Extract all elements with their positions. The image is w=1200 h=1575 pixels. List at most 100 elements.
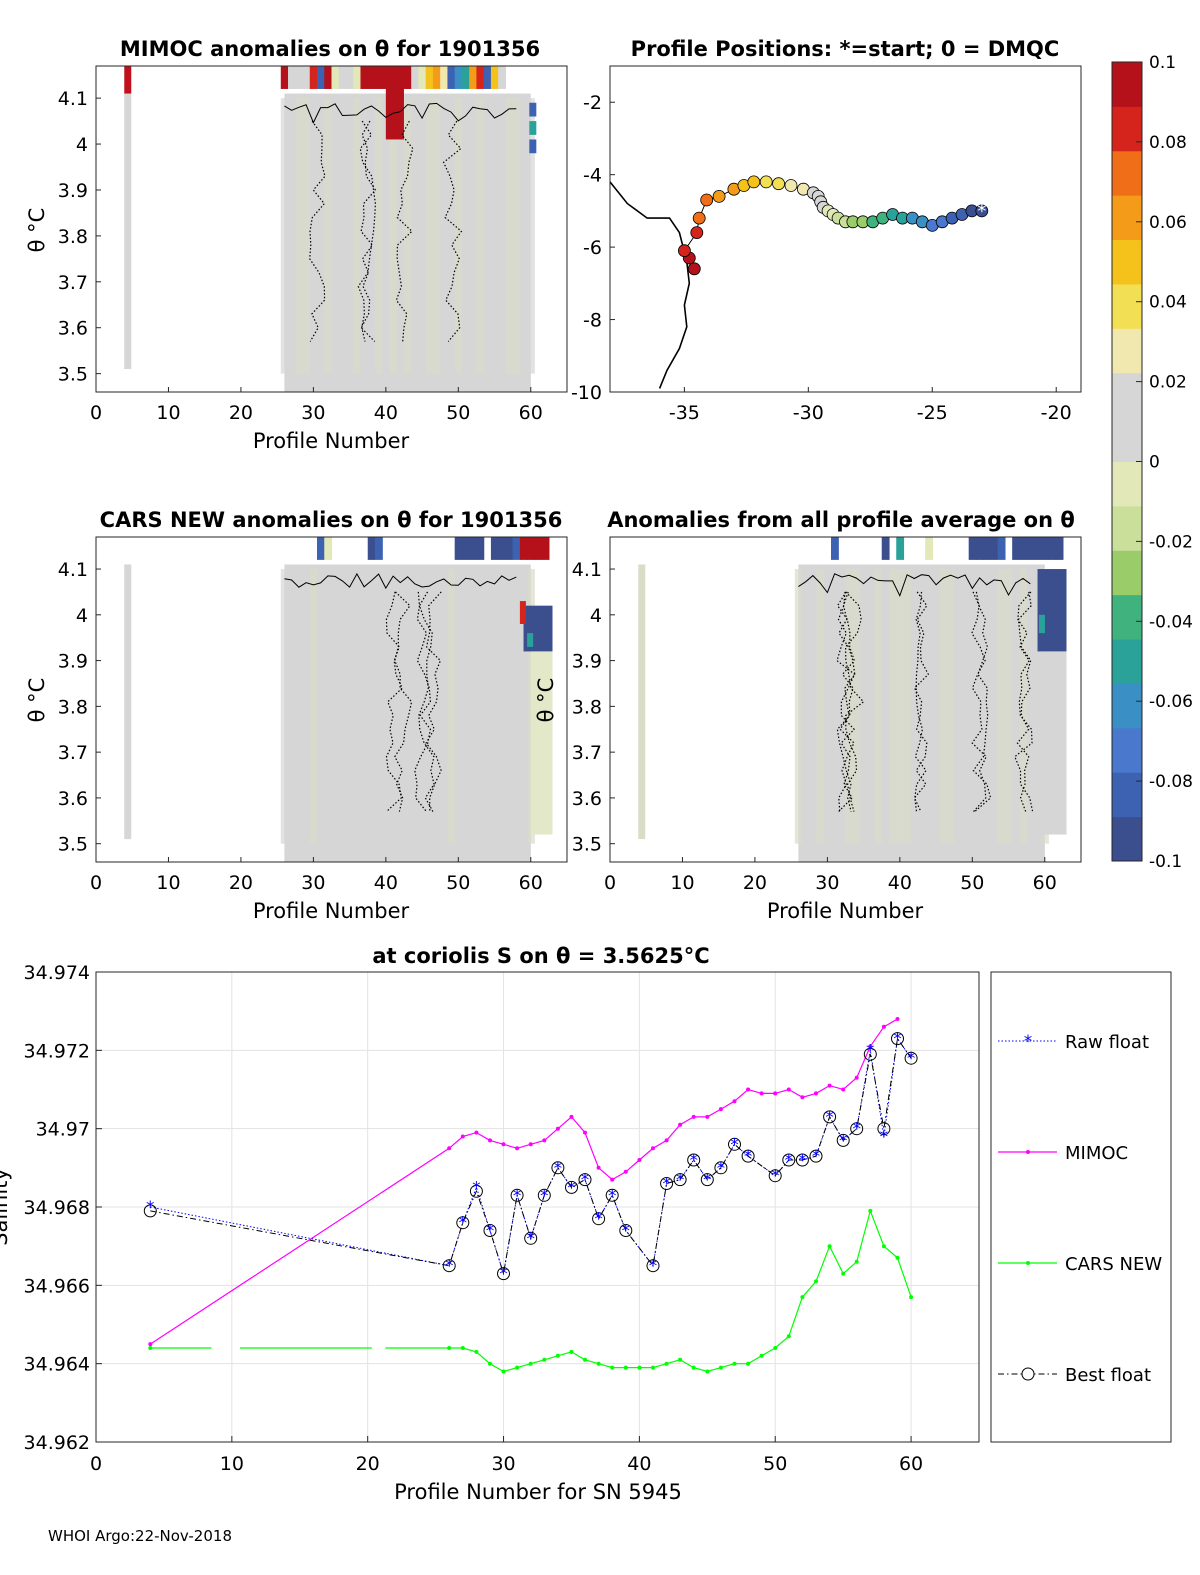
colorbar-tick-label: 0.1 [1149,53,1176,73]
mimoc-panel-title: MIMOC anomalies on θ for 1901356 [120,37,540,61]
field-column [1026,569,1035,844]
raw-float-point: * [852,1120,861,1140]
cars-point [447,1346,452,1350]
mimoc-point [814,1091,818,1096]
profile-position-point [975,204,989,218]
contour-dotted [844,591,865,812]
cars-point [528,1361,533,1366]
y-tick-label: 3.7 [58,272,88,294]
anomaly-cell [1055,537,1064,560]
raw-float-point: * [540,1186,549,1206]
anomaly-cell [529,121,537,135]
anomaly-cell [1048,537,1057,560]
coastline [609,181,691,389]
cars-ylabel: θ °C [25,678,49,723]
anomaly-cell [505,537,514,560]
cars-point [569,1349,574,1354]
colorbar-tick-label: 0.08 [1149,133,1187,153]
cars-point [637,1365,642,1370]
cars-point [474,1349,479,1354]
y-tick-label: 3.5 [58,834,88,856]
raw-float-point: * [662,1175,671,1195]
best-float-point [565,1180,578,1194]
field-column [874,569,883,844]
y-tick-label: 34.964 [24,1354,90,1376]
field-column [360,569,369,844]
raw-float-point: * [445,1257,454,1277]
salinity-line-chart: at coriolis S on θ = 3.5625°C **********… [0,944,1172,1504]
profile-position-point [747,175,761,189]
field-column [490,98,499,374]
anomaly-cell [529,102,537,117]
cars-point [148,1346,153,1350]
field-column [859,569,868,844]
y-tick-label: 3.9 [58,180,88,202]
field-column [838,569,846,844]
anomaly-cell [541,537,550,560]
cars-point [773,1346,778,1350]
allprofile-xlabel: Profile Number [767,899,924,923]
best-float-point [551,1161,565,1175]
anomaly-cell [530,651,553,835]
contour-solid [284,102,517,124]
y-tick-label: 4.1 [58,559,88,581]
mimoc-point [895,1017,900,1021]
x-tick-label: 20 [356,1453,380,1475]
cars-point [542,1357,547,1362]
best-float-point [836,1133,850,1147]
best-float-point [904,1051,918,1065]
y-tick-label: 3.6 [58,318,88,340]
field-column [823,569,832,844]
field-column [975,569,984,844]
x-tick-label: 40 [374,872,398,894]
anomaly-cell [288,66,296,89]
field-column [946,569,955,844]
colorbar-ticks: 0.1 0.08 0.06 0.04 0.02 0 -0.02 -0.04 -0.06 -0.08… [1136,53,1193,872]
colorbar-tick-label: 0.06 [1149,213,1187,233]
cars-point [664,1361,669,1366]
x-tick-label: 0 [90,872,102,894]
raw-float-point: * [730,1135,739,1155]
profile-position-point [692,211,706,225]
field-column [309,98,318,374]
mimoc-xlabel: Profile Number [253,429,410,453]
x-tick-label: 30 [301,402,325,424]
mimoc-point [542,1138,547,1143]
contour-dotted [913,591,930,812]
legend-mimoc-label: MIMOC [1065,1143,1128,1164]
field-column [324,569,332,844]
y-tick-label: -6 [583,237,602,259]
mimoc-point [651,1146,655,1151]
x-tick-label: 20 [229,402,253,424]
best-float-point [469,1184,483,1198]
colorbar-cell [1112,594,1142,640]
best-float-line [150,1037,912,1274]
field-column [403,569,412,844]
colorbar-tick-label: -0.06 [1149,692,1193,712]
field-column [519,569,528,844]
field-column [519,98,528,374]
colorbar-cell [1112,150,1142,196]
profile-position-point [772,177,785,191]
anomaly-cell [1033,537,1042,560]
mimoc-point [515,1146,520,1151]
y-tick-label: 4.1 [58,88,88,110]
best-float-point [782,1153,796,1167]
field-column [925,569,933,844]
contour-dotted [414,591,432,812]
cars-point [460,1346,465,1350]
field-column [483,98,492,374]
y-tick-label: -4 [583,165,602,187]
y-tick-label: 3.7 [572,742,602,764]
field-column [932,569,941,844]
best-float-point [143,1204,157,1218]
profile-positions-panel: Profile Positions: *=start; 0 = DMQC * -… [571,37,1082,424]
best-float-point [741,1149,755,1163]
legend-cars-marker [1026,1261,1030,1265]
colorbar-cell [1112,195,1142,241]
field-column [990,569,999,844]
x-tick-label: 20 [229,872,253,894]
anomaly-cell [317,537,325,560]
raw-float-point: * [717,1159,726,1179]
cars-point [678,1357,683,1362]
